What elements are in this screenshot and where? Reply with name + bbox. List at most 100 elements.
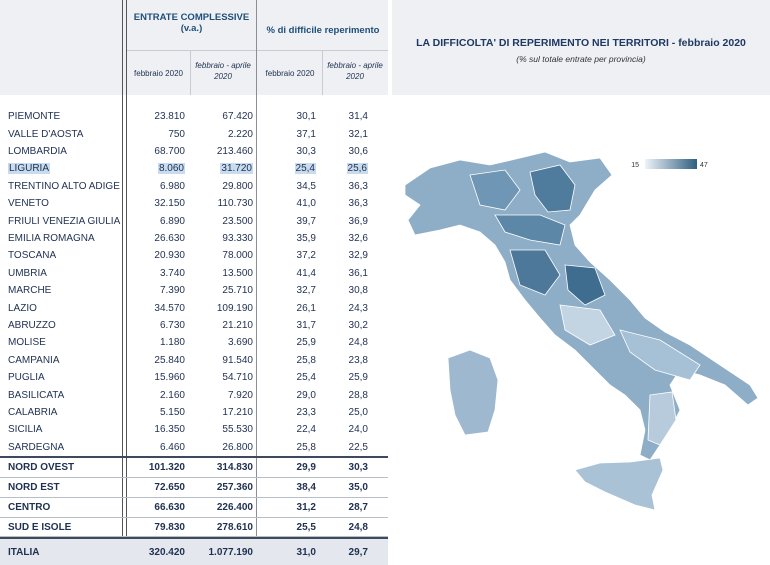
sardinia — [447, 349, 499, 436]
cell-text: 28,7 — [348, 501, 368, 513]
cell-value: 15.960 — [127, 369, 190, 386]
cell-value: 35,9 — [258, 230, 322, 247]
rule — [322, 50, 323, 95]
cell-text: 17.210 — [222, 406, 253, 418]
cell-value: 22,4 — [258, 421, 322, 438]
cell-text: 37,2 — [296, 250, 316, 262]
cell-text: 314.830 — [216, 462, 253, 474]
cell-text: 79.830 — [154, 521, 185, 533]
cell-value: 13.500 — [190, 265, 256, 282]
cell-text: 29.800 — [222, 180, 253, 192]
row-label: TRENTINO ALTO ADIGE — [8, 178, 122, 195]
cell-text: 6.890 — [159, 215, 185, 227]
cell-text: CENTRO — [8, 501, 51, 513]
mainland — [404, 151, 759, 461]
cell-text: LIGURIA — [8, 163, 51, 175]
cell-text: 3.690 — [227, 337, 253, 349]
cell-value: 6.730 — [127, 317, 190, 334]
cell-text: 110.730 — [217, 198, 253, 210]
cell-text: 30,6 — [348, 145, 368, 157]
cell-text: EMILIA ROMAGNA — [8, 232, 95, 244]
cell-text: 25,5 — [296, 521, 316, 533]
cell-text: 2.220 — [227, 128, 253, 140]
row-label: MOLISE — [8, 334, 122, 351]
legend-max: 47 — [700, 162, 708, 169]
legend-min: 15 — [631, 162, 639, 169]
cell-value: 16.350 — [127, 421, 190, 438]
cell-value: 31,4 — [322, 108, 388, 125]
cell-text: 31,7 — [296, 319, 316, 331]
cell-text: 32,9 — [348, 250, 368, 262]
cell-value: 72.650 — [127, 478, 190, 498]
cell-text: 34.570 — [154, 302, 185, 314]
cell-text: 55.530 — [222, 424, 253, 436]
column-header: febbraio 2020 — [265, 69, 315, 78]
cell-text: 6.730 — [159, 319, 185, 331]
cell-value: 31,2 — [258, 498, 322, 518]
cell-text: 5.150 — [159, 406, 185, 418]
cell-value: 78.000 — [190, 247, 256, 264]
cell-value: 55.530 — [190, 421, 256, 438]
map: 15 47 — [404, 151, 759, 511]
cell-value: 29,0 — [258, 386, 322, 403]
cell-value: 226.400 — [190, 498, 256, 518]
cell-value: 28,7 — [322, 498, 388, 518]
cell-text: MARCHE — [8, 285, 52, 297]
cell-value: 30,6 — [322, 143, 388, 160]
row-label: ABRUZZO — [8, 317, 122, 334]
row-label: NORD EST — [8, 478, 122, 498]
rule — [0, 516, 388, 518]
rule — [0, 537, 388, 539]
cell-value: 2.160 — [127, 386, 190, 403]
cell-value: 8.060 — [127, 160, 190, 177]
cell-text: 23.500 — [222, 215, 253, 227]
cell-text: 32,7 — [296, 285, 316, 297]
cell-value: 6.890 — [127, 212, 190, 229]
cell-text: 25,6 — [346, 163, 368, 175]
cell-text: 54.710 — [222, 372, 253, 384]
cell-value: 25,6 — [322, 160, 388, 177]
cell-text: 7.390 — [159, 285, 185, 297]
cell-value: 1.180 — [127, 334, 190, 351]
cell-value: 32,6 — [322, 230, 388, 247]
cell-text: 257.360 — [216, 482, 253, 494]
cell-text: 1.077.190 — [208, 546, 254, 558]
campania — [619, 329, 701, 381]
cell-text: 16.350 — [154, 424, 185, 436]
cell-value: 28,8 — [322, 386, 388, 403]
emilia — [494, 214, 566, 246]
cell-text: NORD EST — [8, 482, 60, 494]
cell-value: 24,8 — [322, 334, 388, 351]
row-label: CAMPANIA — [8, 352, 122, 369]
rule — [0, 536, 388, 538]
cell-text: 30,8 — [348, 285, 368, 297]
cell-text: 26,1 — [296, 302, 316, 314]
cell-value: 31.720 — [190, 160, 256, 177]
row-label: LOMBARDIA — [8, 143, 122, 160]
cell-value: 30,3 — [258, 143, 322, 160]
cell-text: 32,6 — [348, 232, 368, 244]
cell-text: 3.740 — [159, 267, 185, 279]
cell-text: 2.160 — [159, 389, 185, 401]
cell-value: 6.460 — [127, 439, 190, 456]
map-subtitle: (% sul totale entrate per provincia) — [516, 54, 646, 64]
calabria — [647, 391, 677, 446]
cell-value: 750 — [127, 125, 190, 142]
map-header-bg — [392, 0, 770, 95]
cell-value: 31,7 — [258, 317, 322, 334]
cell-value: 66.630 — [127, 498, 190, 518]
cell-value: 3.740 — [127, 265, 190, 282]
cell-text: 25,4 — [296, 372, 316, 384]
cell-value: 29.800 — [190, 178, 256, 195]
cell-text: 67.420 — [222, 111, 253, 123]
row-label: SARDEGNA — [8, 439, 122, 456]
row-label: PUGLIA — [8, 369, 122, 386]
row-label: TOSCANA — [8, 247, 122, 264]
cell-value: 213.460 — [190, 143, 256, 160]
row-label: VALLE D'AOSTA — [8, 125, 122, 142]
cell-text: 29,7 — [348, 546, 368, 558]
row-label: BASILICATA — [8, 386, 122, 403]
cell-text: 22,5 — [348, 441, 368, 453]
cell-text: 1.180 — [159, 337, 185, 349]
cell-text: 23,8 — [348, 354, 368, 366]
